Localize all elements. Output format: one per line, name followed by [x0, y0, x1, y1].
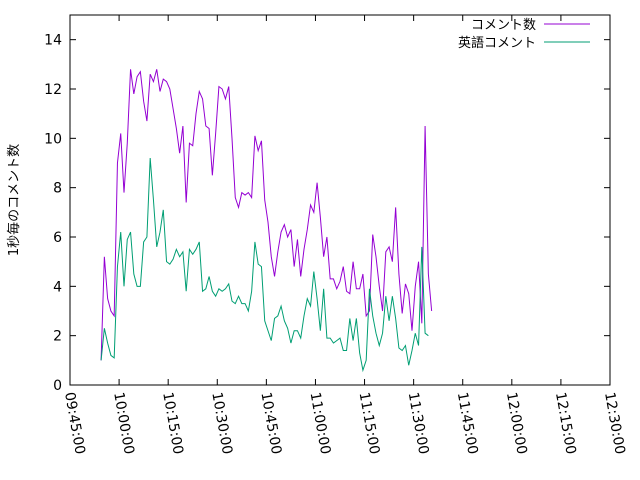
y-tick-label: 2	[53, 329, 62, 345]
series-lines	[100, 69, 433, 373]
x-axis-ticks: 09:45:00 10:00:00 10:15:00 10:30:00 10:45:00…	[61, 15, 628, 456]
legend-label: コメント数	[471, 18, 536, 33]
y-tick-label: 8	[53, 181, 62, 197]
x-tick-label: 10:30:00	[208, 391, 235, 456]
y-axis-label: 1秒毎のコメント数	[6, 144, 22, 256]
y-tick-label: 0	[53, 378, 62, 394]
plot-frame	[69, 14, 611, 386]
series-line-2	[100, 158, 429, 373]
y-tick-label: 12	[44, 82, 62, 98]
y-tick-label: 6	[53, 230, 62, 246]
x-tick-label: 11:45:00	[454, 391, 481, 456]
x-tick-label: 11:15:00	[356, 391, 383, 456]
x-tick-label: 11:00:00	[307, 391, 334, 456]
x-tick-label: 10:00:00	[110, 391, 137, 456]
x-tick-label: 10:45:00	[257, 391, 284, 456]
series-line-1	[100, 69, 433, 361]
y-tick-label: 4	[53, 279, 62, 295]
x-tick-label: 11:30:00	[405, 391, 432, 456]
legend-label: 英語コメント	[458, 35, 536, 51]
y-axis-ticks: 0 2 4 6 8 10 12 14	[44, 33, 610, 394]
x-tick-label: 12:15:00	[552, 391, 579, 456]
x-tick-label: 10:15:00	[159, 391, 186, 456]
x-tick-label: 12:30:00	[601, 391, 628, 456]
x-tick-label: 12:00:00	[503, 391, 530, 456]
x-tick-label: 09:45:00	[61, 391, 88, 456]
y-tick-label: 10	[44, 131, 62, 147]
y-tick-label: 14	[44, 33, 62, 49]
